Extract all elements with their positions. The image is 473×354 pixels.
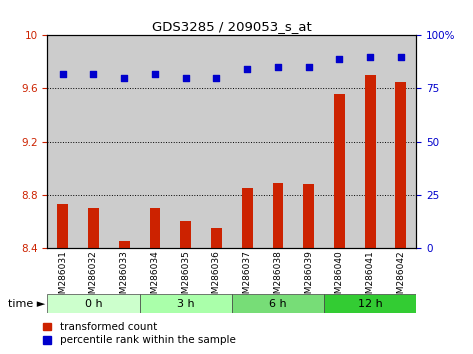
Point [59, 71, 66, 76]
Text: 6 h: 6 h [269, 298, 287, 309]
Bar [365, 75, 376, 248]
Bar [140, 294, 232, 313]
Bar [119, 241, 130, 248]
Bar [232, 35, 263, 248]
Point [243, 67, 251, 72]
Bar [88, 208, 99, 248]
Bar [395, 82, 406, 248]
Point [274, 64, 282, 70]
Bar [272, 183, 283, 248]
Bar [293, 35, 324, 248]
Bar [47, 294, 140, 313]
Text: time ►: time ► [8, 298, 45, 309]
Bar [324, 35, 355, 248]
Point [366, 54, 374, 59]
Point [182, 75, 189, 81]
Point [120, 75, 128, 81]
Bar [149, 208, 160, 248]
Text: 12 h: 12 h [358, 298, 383, 309]
Bar [47, 35, 78, 248]
Text: 0 h: 0 h [85, 298, 102, 309]
Bar [140, 35, 170, 248]
Point [397, 54, 405, 59]
Bar [201, 35, 232, 248]
Bar [324, 294, 416, 313]
Bar [242, 188, 253, 248]
Bar [57, 204, 68, 248]
Point [336, 56, 343, 62]
Text: 3 h: 3 h [177, 298, 194, 309]
Bar [180, 221, 191, 248]
Bar [232, 294, 324, 313]
Point [151, 71, 159, 76]
Bar [355, 35, 385, 248]
Bar [170, 35, 201, 248]
Point [305, 64, 312, 70]
Bar [109, 35, 140, 248]
Point [213, 75, 220, 81]
Bar [211, 228, 222, 248]
Bar [385, 35, 416, 248]
Bar [263, 35, 293, 248]
Bar [303, 184, 314, 248]
Bar [334, 94, 345, 248]
Title: GDS3285 / 209053_s_at: GDS3285 / 209053_s_at [152, 20, 312, 33]
Bar [78, 35, 109, 248]
Point [90, 71, 97, 76]
Legend: transformed count, percentile rank within the sample: transformed count, percentile rank withi… [43, 322, 236, 345]
